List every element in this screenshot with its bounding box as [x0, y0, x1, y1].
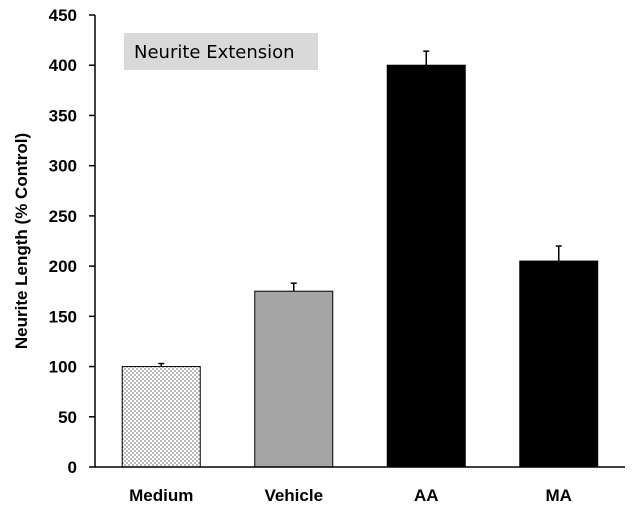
bar-aa: [386, 64, 466, 468]
y-tick-label: 100: [49, 358, 77, 377]
y-tick-label: 300: [49, 157, 77, 176]
category-labels: Medium Vehicle AA MA: [129, 486, 572, 505]
y-tick-label: 0: [68, 458, 77, 477]
bar-medium: [121, 366, 201, 468]
category-label-ma: MA: [546, 486, 572, 505]
y-tick-label: 200: [49, 257, 77, 276]
category-label-vehicle: Vehicle: [264, 486, 323, 505]
y-tick-label: 150: [49, 307, 77, 326]
y-tick-label: 450: [49, 6, 77, 25]
annotation-label: Neurite Extension: [134, 42, 295, 63]
bar-ma: [519, 260, 599, 468]
bars: [121, 50, 599, 468]
y-tick-label: 250: [49, 207, 77, 226]
y-tick-label: 350: [49, 106, 77, 125]
y-tick-label: 400: [49, 56, 77, 75]
y-axis-title: Neurite Length (% Control): [12, 133, 31, 349]
y-tick-label: 50: [58, 408, 77, 427]
y-axis-ticks: 0 50 100 150 200 250 300 350 400 450: [49, 6, 95, 477]
annotation-box: [124, 33, 318, 70]
bar-vehicle: [254, 290, 334, 468]
category-label-medium: Medium: [129, 486, 193, 505]
category-label-aa: AA: [414, 486, 439, 505]
